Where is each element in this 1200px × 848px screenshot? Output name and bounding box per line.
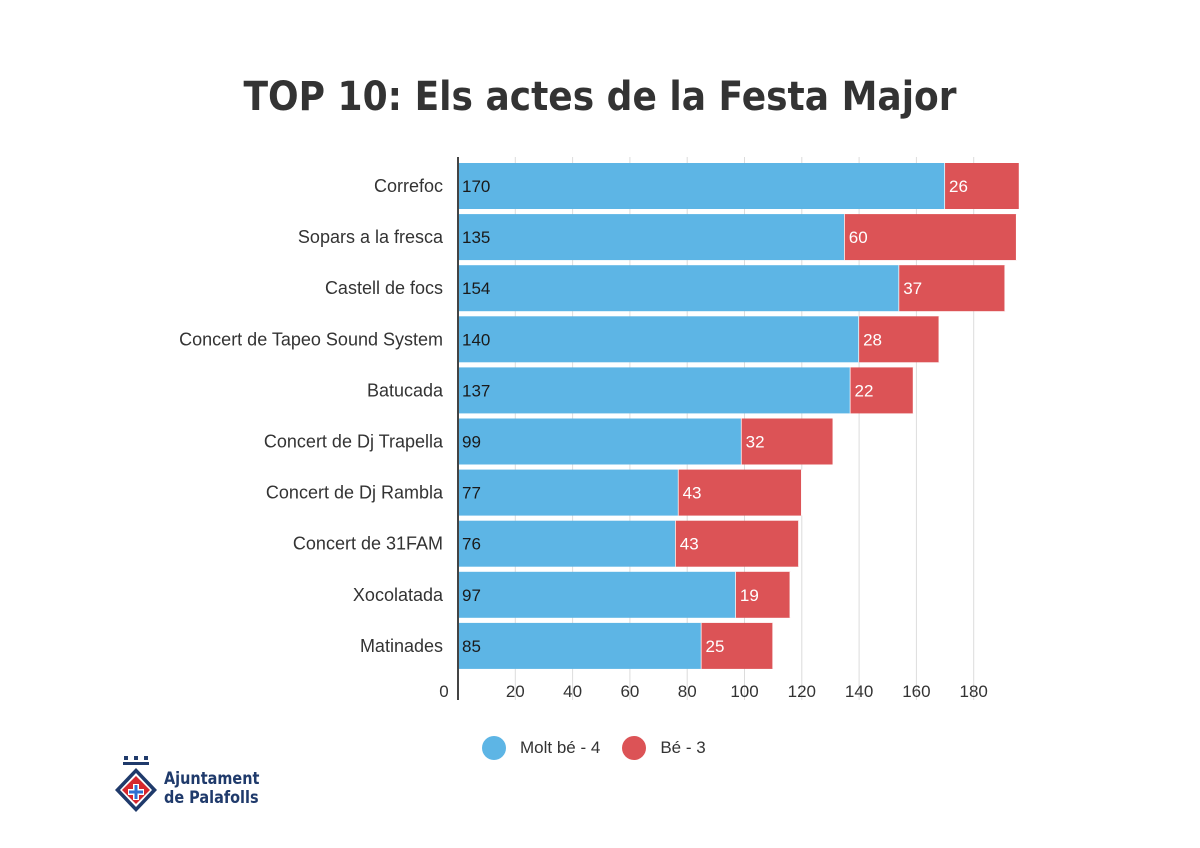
bar-be	[945, 163, 1020, 209]
legend-label-be: Bé - 3	[660, 738, 706, 757]
bar-molt-be	[458, 622, 702, 669]
bar-be	[850, 367, 914, 414]
legend-item-molt-be: Molt bé - 4	[482, 736, 600, 760]
data-label-molt-be: 99	[462, 433, 481, 452]
bar-molt-be	[458, 316, 860, 363]
legend: Molt bé - 4 Bé - 3	[482, 736, 728, 760]
x-tick-label: 0	[439, 682, 448, 701]
bars: 170 26 135 60 154 37 140 28 137 22 99 32 77 43 76 43 97 1…	[458, 163, 1021, 669]
chart-title: TOP 10: Els actes de la Festa Major	[243, 74, 957, 120]
bar-molt-be	[458, 367, 851, 414]
x-tick-label: 80	[678, 682, 697, 701]
data-label-be: 22	[855, 381, 874, 400]
bar-molt-be	[458, 214, 845, 261]
coat-of-arms-icon	[115, 756, 157, 812]
data-label-molt-be: 170	[462, 177, 490, 196]
category-label: Castell de focs	[325, 278, 443, 298]
data-label-molt-be: 77	[462, 484, 481, 503]
bar-molt-be	[458, 469, 679, 516]
x-tick-label: 60	[620, 682, 639, 701]
data-label-molt-be: 85	[462, 637, 481, 656]
ajuntament-logo: Ajuntament de Palafolls	[112, 754, 282, 818]
x-tick-label: 160	[902, 682, 930, 701]
x-tick-labels: 0 20 40 60 80 100 120 140 160 180	[439, 682, 988, 701]
bar-be	[844, 214, 1017, 261]
bar-be	[735, 571, 791, 618]
data-label-be: 60	[849, 228, 868, 247]
category-label: Concert de Tapeo Sound System	[179, 329, 443, 349]
data-label-molt-be: 140	[462, 330, 490, 349]
legend-label-molt-be: Molt bé - 4	[520, 738, 601, 757]
legend-swatch-be	[622, 736, 647, 760]
bar-be	[678, 469, 802, 516]
data-label-be: 19	[740, 586, 759, 605]
legend-swatch-molt-be	[482, 736, 506, 760]
bar-be	[741, 418, 834, 465]
bar-be	[675, 520, 799, 567]
data-label-molt-be: 137	[462, 381, 490, 400]
category-label: Xocolatada	[353, 585, 444, 605]
x-tick-label: 20	[506, 682, 525, 701]
x-tick-label: 180	[960, 682, 988, 701]
logo-line-2: de Palafolls	[164, 788, 259, 808]
bar-be	[701, 622, 774, 669]
data-label-be: 43	[683, 484, 702, 503]
data-label-molt-be: 154	[462, 279, 490, 298]
data-label-be: 25	[706, 637, 725, 656]
category-label: Concert de Dj Rambla	[266, 483, 444, 503]
legend-item-be: Bé - 3	[622, 736, 706, 760]
x-tick-label: 40	[563, 682, 582, 701]
bar-be	[859, 316, 940, 363]
category-labels: Correfoc Sopars a la fresca Castell de foc…	[179, 176, 444, 656]
x-tick-label: 120	[788, 682, 816, 701]
category-label: Correfoc	[374, 176, 443, 196]
bar-molt-be	[458, 520, 676, 567]
logo-text: Ajuntament de Palafolls	[164, 770, 259, 808]
bar-molt-be	[458, 418, 742, 465]
logo-line-1: Ajuntament	[164, 769, 260, 789]
bar-molt-be	[458, 571, 736, 618]
bar-molt-be	[458, 163, 946, 209]
data-label-be: 43	[680, 535, 699, 554]
x-tick-label: 100	[730, 682, 758, 701]
data-label-molt-be: 97	[462, 586, 481, 605]
stacked-bar-chart: 170 26 135 60 154 37 140 28 137 22 99 32 77 43 76 43 97 1…	[179, 157, 1021, 701]
category-label: Matinades	[360, 636, 443, 656]
bar-be	[899, 265, 1006, 312]
data-label-be: 32	[746, 433, 765, 452]
bar-molt-be	[458, 265, 900, 312]
data-label-molt-be: 135	[462, 228, 490, 247]
category-label: Sopars a la fresca	[298, 227, 444, 247]
data-label-be: 26	[949, 177, 968, 196]
category-label: Concert de Dj Trapella	[264, 432, 444, 452]
category-label: Batucada	[367, 380, 444, 400]
data-label-be: 28	[863, 330, 882, 349]
data-label-be: 37	[903, 279, 922, 298]
data-label-molt-be: 76	[462, 535, 481, 554]
category-label: Concert de 31FAM	[293, 534, 443, 554]
x-tick-label: 140	[845, 682, 873, 701]
